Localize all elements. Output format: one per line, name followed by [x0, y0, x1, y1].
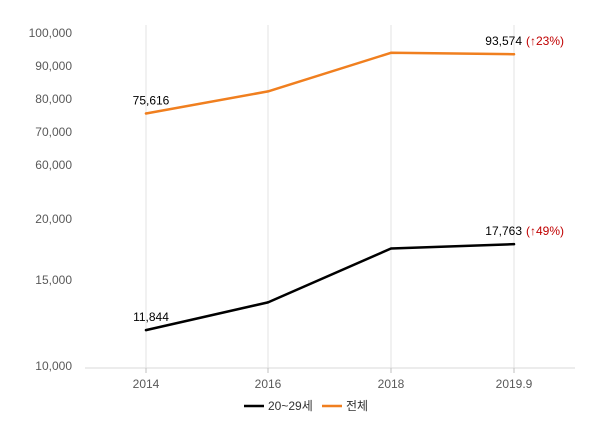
- y-axis-ticks: 100,000 90,000 80,000 70,000 60,000 20,000 15,…: [29, 26, 73, 373]
- y-tick-label: 10,000: [35, 359, 72, 373]
- y-tick-label: 100,000: [29, 26, 73, 40]
- series-lines: [144, 51, 516, 332]
- data-point: [266, 301, 270, 304]
- x-tick-label: 2018: [378, 377, 405, 391]
- data-point: [389, 51, 393, 54]
- data-labels: 75,616 93,574 (↑23%) 11,844 17,763 (↑49%): [133, 34, 564, 324]
- data-label-last: 93,574: [485, 34, 522, 48]
- y-tick-label: 60,000: [35, 158, 72, 172]
- data-label-change: (↑23%): [526, 34, 564, 48]
- y-tick-label: 80,000: [35, 92, 72, 106]
- data-label-first: 75,616: [133, 93, 170, 107]
- y-tick-label: 15,000: [35, 273, 72, 287]
- x-tick-label: 2014: [133, 377, 160, 391]
- x-tick-label: 2019.9: [496, 377, 533, 391]
- x-tick-label: 2016: [255, 377, 282, 391]
- legend: 20~29세 전체: [244, 399, 368, 413]
- y-tick-label: 20,000: [35, 212, 72, 226]
- gridlines: [145, 25, 515, 368]
- data-label-change: (↑49%): [526, 224, 564, 238]
- x-axis-ticks: 2014 2016 2018 2019.9: [133, 368, 533, 391]
- legend-label: 20~29세: [268, 399, 313, 413]
- data-point: [512, 242, 516, 246]
- data-point: [266, 90, 270, 93]
- data-point: [389, 247, 393, 250]
- data-label-first: 11,844: [133, 310, 169, 324]
- data-label-last: 17,763: [485, 224, 522, 238]
- data-point: [512, 53, 516, 56]
- y-tick-label: 70,000: [35, 125, 72, 139]
- data-point: [144, 112, 148, 115]
- data-point: [144, 328, 148, 332]
- series-line-1: [144, 242, 516, 332]
- series-line-0: [144, 51, 516, 115]
- y-tick-label: 90,000: [35, 59, 72, 73]
- legend-label: 전체: [346, 399, 368, 413]
